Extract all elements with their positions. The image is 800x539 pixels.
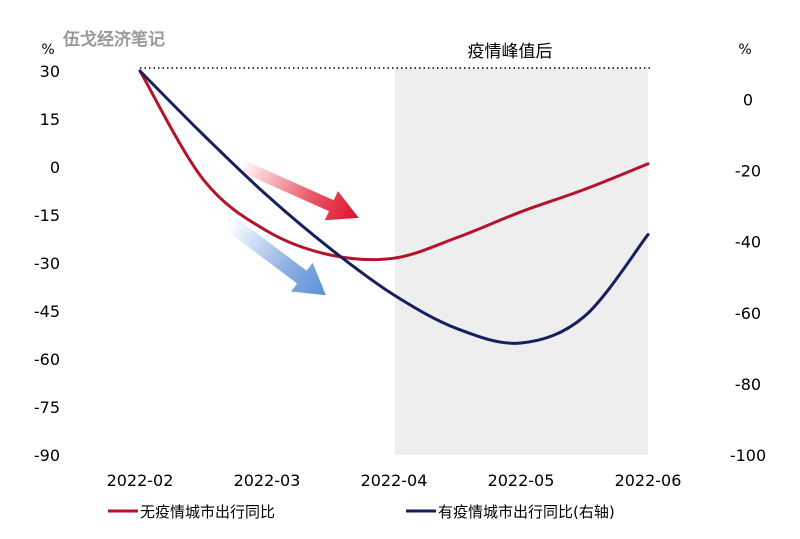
red-trend-arrow bbox=[237, 159, 359, 221]
right-axis-unit: % bbox=[738, 42, 751, 58]
watermark: 伍戈经济笔记 bbox=[62, 29, 165, 50]
series-line-epidemic bbox=[138, 69, 650, 345]
legend: 无疫情城市出行同比 有疫情城市出行同比(右轴) bbox=[108, 503, 615, 521]
shaded-region bbox=[395, 68, 648, 455]
left-tick-label: -30 bbox=[34, 254, 60, 273]
right-tick-label: -40 bbox=[735, 233, 761, 252]
legend-label-red: 无疫情城市出行同比 bbox=[140, 503, 275, 521]
x-tick-label: 2022-02 bbox=[107, 471, 174, 490]
left-axis-unit: % bbox=[41, 42, 54, 58]
x-tick-label: 2022-06 bbox=[615, 471, 682, 490]
shaded-region-label: 疫情峰值后 bbox=[468, 42, 553, 62]
x-tick-label: 2022-03 bbox=[234, 471, 301, 490]
left-tick-label: 30 bbox=[40, 62, 60, 81]
blue-trend-arrow bbox=[225, 216, 326, 296]
left-tick-label: -45 bbox=[34, 302, 60, 321]
x-tick-label: 2022-04 bbox=[361, 471, 428, 490]
right-tick-label: -80 bbox=[735, 375, 761, 394]
left-tick-label: -90 bbox=[34, 446, 60, 465]
series-line-no-epidemic bbox=[138, 69, 650, 262]
right-tick-label: 0 bbox=[743, 90, 753, 109]
left-tick-label: 0 bbox=[50, 158, 60, 177]
series-lines bbox=[138, 69, 650, 345]
right-tick-label: -20 bbox=[735, 162, 761, 181]
right-tick-label: -100 bbox=[730, 446, 766, 465]
right-tick-label: -60 bbox=[735, 304, 761, 323]
left-tick-label: -75 bbox=[34, 398, 60, 417]
right-axis: 0 -20 -40 -60 -80 -100 bbox=[730, 90, 766, 465]
left-tick-label: -15 bbox=[34, 206, 60, 225]
left-tick-label: 15 bbox=[40, 110, 60, 129]
left-axis: 30 15 0 -15 -30 -45 -60 -75 -90 bbox=[34, 62, 60, 465]
x-axis: 2022-02 2022-03 2022-04 2022-05 2022-06 bbox=[107, 471, 682, 490]
left-tick-label: -60 bbox=[34, 350, 60, 369]
legend-label-blue: 有疫情城市出行同比(右轴) bbox=[438, 503, 615, 521]
x-tick-label: 2022-05 bbox=[488, 471, 555, 490]
